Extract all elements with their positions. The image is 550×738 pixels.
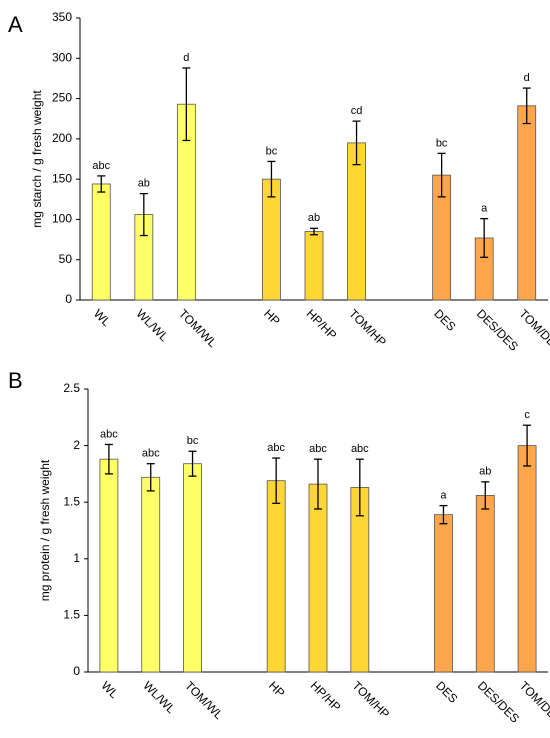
significance-label: cd [351, 105, 363, 117]
x-tick-label: WL/WL [140, 678, 178, 716]
x-tick-label: TOM/HP [349, 678, 392, 721]
y-tick-label: 2 [73, 438, 80, 452]
y-tick-label: 0 [73, 664, 80, 678]
bar [266, 480, 286, 673]
x-tick-label: WL [99, 678, 122, 701]
x-tick-label: DES/DES [475, 678, 522, 725]
x-tick-label: WL [91, 306, 114, 329]
y-tick-label: 350 [52, 10, 72, 24]
bar [434, 514, 453, 673]
significance-label: ab [138, 178, 150, 190]
y-tick-label: 2.5 [63, 381, 80, 395]
significance-label: ab [308, 212, 320, 224]
bar [99, 458, 119, 673]
x-tick-label: WL/WL [133, 306, 171, 344]
bar [475, 495, 495, 673]
x-tick-label: TOM/DES [517, 678, 550, 726]
significance-label: bc [266, 145, 278, 157]
significance-label: abc [142, 448, 160, 460]
significance-label: bc [436, 137, 448, 149]
y-tick-label: 1.5 [63, 608, 80, 622]
x-tick-label: TOM/HP [346, 306, 389, 349]
x-tick-label: HP/HP [304, 306, 340, 342]
significance-label: abc [92, 160, 110, 172]
x-tick-label: TOM/WL [176, 306, 220, 350]
significance-label: a [440, 490, 447, 502]
significance-label: d [524, 72, 530, 84]
x-tick-label: TOM/WL [182, 678, 226, 722]
y-tick-label: 300 [52, 50, 72, 64]
y-tick-label: 100 [52, 212, 72, 226]
y-tick-label: 1 [73, 551, 80, 565]
bar [517, 445, 537, 673]
significance-label: abc [100, 428, 118, 440]
significance-label: bc [187, 435, 199, 447]
significance-label: ab [479, 466, 491, 478]
x-tick-label: HP [261, 306, 283, 328]
bar [304, 231, 324, 301]
y-tick-label: 150 [52, 171, 72, 185]
significance-label: abc [309, 443, 327, 455]
significance-label: d [183, 52, 189, 64]
y-tick-label: 250 [52, 91, 72, 105]
x-tick-label: HP/HP [308, 678, 344, 714]
x-tick-label: HP [266, 678, 288, 700]
bar [91, 183, 111, 301]
significance-label: a [481, 203, 488, 215]
bar [141, 476, 161, 673]
y-tick-label: 0 [65, 292, 72, 306]
significance-label: c [524, 409, 530, 421]
y-tick-label: 200 [52, 131, 72, 145]
x-tick-label: DES [431, 306, 458, 333]
x-tick-label: TOM/DES [516, 306, 550, 354]
y-axis-label: mg starch / g fresh weight [30, 90, 44, 228]
bar [517, 105, 537, 301]
bar [308, 483, 328, 673]
significance-label: abc [267, 442, 285, 454]
x-tick-label: DES/DES [474, 306, 521, 353]
panel-label: B [8, 368, 23, 393]
y-tick-label: 1.5 [63, 494, 80, 508]
bar [183, 463, 202, 673]
panel-label: A [8, 12, 23, 37]
y-axis-label: mg protein / g fresh weight [38, 459, 52, 601]
x-tick-label: DES [433, 678, 460, 705]
significance-label: abc [351, 443, 369, 455]
bar [347, 142, 366, 301]
y-tick-label: 50 [59, 252, 73, 266]
